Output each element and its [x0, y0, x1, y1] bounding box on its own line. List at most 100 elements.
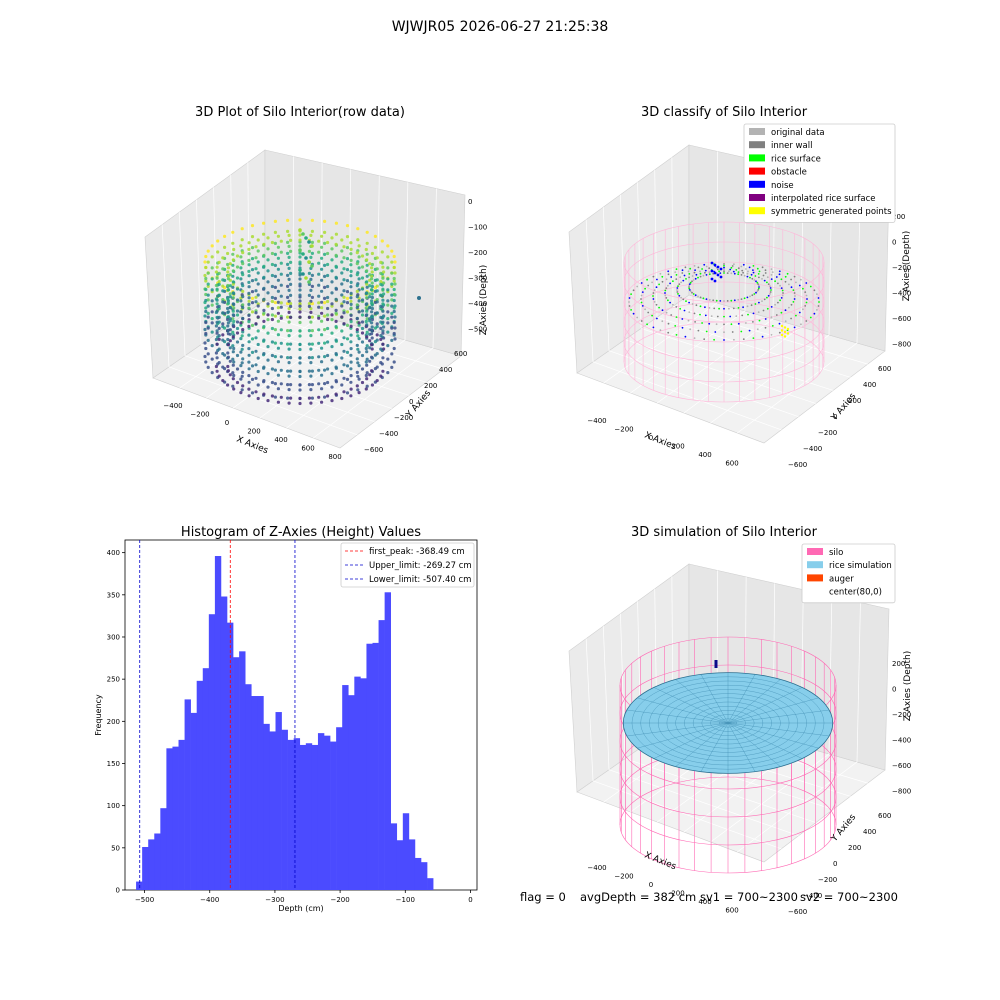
data-point — [718, 307, 720, 310]
data-point — [289, 282, 293, 286]
data-point — [309, 233, 313, 237]
data-point — [239, 323, 243, 327]
data-point — [266, 358, 270, 362]
data-point — [206, 298, 210, 302]
data-point — [379, 271, 383, 275]
data-point — [390, 365, 394, 369]
data-point — [298, 334, 302, 338]
data-point — [262, 392, 266, 396]
data-point — [770, 316, 773, 318]
data-point — [340, 304, 344, 308]
histogram-bar — [348, 695, 355, 890]
x-tick-label: 0 — [649, 881, 653, 889]
data-point — [320, 234, 324, 238]
data-point — [330, 269, 334, 273]
right-pane — [264, 149, 466, 357]
histogram-bar — [402, 813, 410, 890]
data-point — [231, 384, 235, 388]
data-point — [390, 282, 394, 286]
data-point — [310, 383, 314, 387]
histogram-bar — [214, 556, 222, 890]
data-point — [330, 399, 334, 403]
data-point — [241, 289, 245, 293]
histogram-bar — [251, 696, 258, 890]
data-point — [349, 299, 353, 303]
data-point — [334, 221, 338, 225]
data-point — [770, 268, 773, 270]
legend-label: symmetric generated points — [771, 207, 892, 217]
data-point — [279, 316, 283, 320]
data-point — [393, 282, 397, 286]
data-point — [215, 298, 219, 302]
data-point — [317, 301, 321, 305]
data-point — [393, 315, 397, 319]
data-point — [392, 331, 396, 336]
data-point — [763, 279, 766, 282]
data-point — [270, 394, 274, 398]
data-point — [262, 264, 266, 268]
data-point — [320, 346, 324, 350]
data-point — [287, 334, 291, 338]
data-point — [254, 311, 258, 315]
data-point — [357, 299, 361, 303]
data-point — [221, 284, 225, 288]
data-point — [370, 292, 374, 296]
data-point — [262, 232, 266, 236]
data-point — [716, 265, 720, 269]
data-point — [752, 271, 755, 274]
data-point — [326, 284, 330, 289]
data-point — [250, 310, 255, 314]
data-point — [235, 353, 240, 358]
data-point — [320, 373, 324, 377]
data-point — [393, 337, 397, 341]
data-point — [755, 280, 757, 283]
data-point — [215, 287, 219, 291]
data-point — [217, 315, 221, 319]
gridline — [656, 318, 774, 404]
data-point — [664, 292, 666, 294]
data-point — [231, 291, 235, 295]
data-point — [226, 299, 230, 303]
data-point — [250, 337, 255, 341]
data-point — [356, 334, 360, 338]
data-point — [758, 270, 761, 273]
data-point — [217, 334, 221, 338]
y-tick-label: 300 — [107, 633, 120, 641]
data-point — [286, 240, 290, 244]
data-point — [309, 374, 313, 378]
data-point — [743, 274, 746, 277]
y-tick-label: 200 — [424, 382, 437, 390]
data-point — [247, 258, 251, 262]
data-point — [375, 333, 379, 337]
data-point — [742, 338, 745, 341]
y-tick-label: 350 — [107, 591, 120, 599]
data-point — [349, 320, 353, 324]
data-point — [688, 284, 691, 287]
data-point — [317, 272, 321, 276]
data-point — [381, 331, 385, 335]
data-point — [816, 293, 818, 295]
data-point — [365, 274, 369, 278]
data-point — [334, 325, 338, 329]
data-point — [226, 364, 230, 369]
data-point — [287, 310, 291, 314]
data-point — [679, 307, 682, 310]
data-point — [795, 314, 797, 317]
data-point — [279, 301, 283, 305]
data-point — [309, 277, 313, 281]
data-point — [393, 260, 397, 264]
data-point — [349, 353, 353, 357]
data-point — [783, 326, 787, 329]
data-point — [232, 360, 236, 364]
data-point — [298, 307, 302, 311]
data-point — [250, 296, 255, 300]
data-point — [755, 291, 757, 294]
data-point — [320, 289, 324, 293]
data-point — [298, 383, 302, 387]
data-point — [370, 301, 374, 305]
data-point — [203, 314, 207, 318]
data-point — [757, 283, 760, 285]
data-point — [790, 317, 792, 320]
data-point — [317, 294, 321, 298]
data-point — [761, 266, 764, 269]
